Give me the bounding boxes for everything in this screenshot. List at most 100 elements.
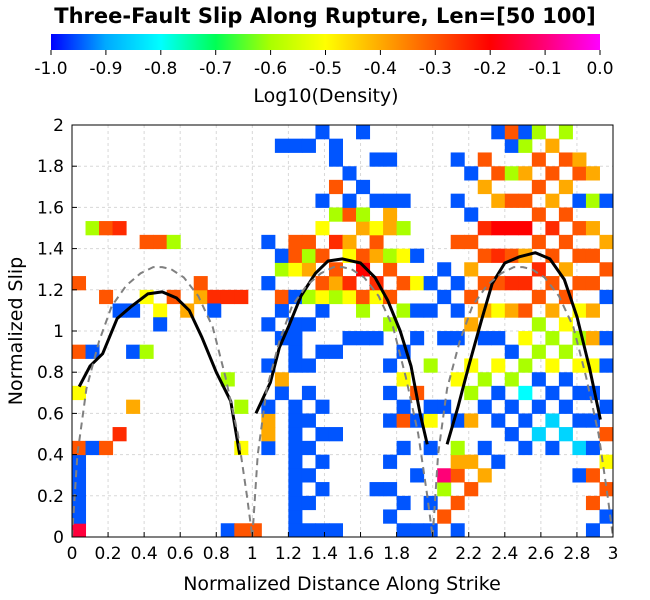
heatmap-cell xyxy=(545,413,560,428)
heatmap-cell xyxy=(356,179,371,195)
heatmap-cell xyxy=(288,262,303,277)
x-tick-label: 0.6 xyxy=(167,544,194,564)
heatmap-cell xyxy=(504,193,519,208)
heatmap-cell xyxy=(220,289,235,305)
heatmap-cell xyxy=(450,152,465,167)
heatmap-cell xyxy=(153,303,168,318)
heatmap-cell xyxy=(288,468,303,483)
heatmap-cell xyxy=(410,523,425,537)
heatmap-cell xyxy=(342,193,357,208)
y-tick-label: 1.4 xyxy=(37,240,64,260)
heatmap-cell xyxy=(99,221,114,236)
heatmap-cell xyxy=(356,221,371,236)
heatmap-cell xyxy=(477,179,492,195)
heatmap-cell xyxy=(437,509,452,524)
heatmap-cell xyxy=(504,276,519,291)
heatmap-cell xyxy=(491,221,506,236)
heatmap-cell xyxy=(558,262,573,277)
heatmap-cell xyxy=(599,262,613,277)
heatmap-cell xyxy=(301,317,316,332)
heatmap-cell xyxy=(545,440,560,456)
heatmap-cell xyxy=(464,166,479,181)
x-tick-label: 2.6 xyxy=(527,544,554,564)
heatmap-cell xyxy=(464,385,479,401)
x-tick-label: 2 xyxy=(427,544,438,564)
heatmap-cell xyxy=(410,248,425,263)
heatmap-cell xyxy=(437,289,452,305)
y-tick-label: 0.2 xyxy=(37,487,64,507)
heatmap-cell xyxy=(518,221,533,236)
heatmap-cell xyxy=(585,276,600,291)
heatmap-cell xyxy=(504,372,519,387)
heatmap-cell xyxy=(518,138,533,153)
heatmap-cell xyxy=(477,276,492,291)
x-axis-label: Normalized Distance Along Strike xyxy=(183,573,501,595)
heatmap-cell xyxy=(288,248,303,263)
heatmap-cell xyxy=(518,331,533,346)
heatmap-cell xyxy=(288,427,303,442)
heatmap-cell xyxy=(531,152,546,167)
heatmap-cell xyxy=(504,344,519,359)
heatmap-cell xyxy=(531,344,546,359)
heatmap-cell xyxy=(383,207,398,222)
heatmap-cell xyxy=(328,344,343,359)
heatmap-cell xyxy=(396,372,411,387)
heatmap-cell xyxy=(518,413,533,428)
heatmap-cell xyxy=(545,303,560,318)
heatmap-cell xyxy=(585,331,600,346)
heatmap-cell xyxy=(545,358,560,373)
heatmap-cell xyxy=(585,413,600,428)
heatmap-cell xyxy=(477,440,492,456)
heatmap-cell xyxy=(342,166,357,181)
heatmap-cell xyxy=(450,276,465,291)
heatmap-cell xyxy=(450,468,465,483)
x-tick-label: 1.8 xyxy=(383,544,410,564)
heatmap-cell xyxy=(315,303,330,318)
heatmap-cell xyxy=(545,276,560,291)
heatmap-cell xyxy=(207,289,222,305)
heatmap-cell xyxy=(558,179,573,195)
heatmap-cell xyxy=(477,399,492,414)
heatmap-cell xyxy=(396,303,411,318)
heatmap-cell xyxy=(531,399,546,414)
colorbar-tick-label: -0.4 xyxy=(364,59,397,79)
heatmap-cell xyxy=(572,152,587,167)
heatmap-cell xyxy=(572,193,587,208)
heatmap-cell xyxy=(599,331,613,346)
heatmap-cell xyxy=(504,399,519,414)
heatmap-cell xyxy=(477,331,492,346)
y-tick-label: 0.6 xyxy=(37,404,64,424)
heatmap-cell xyxy=(356,125,371,140)
heatmap-cell xyxy=(112,221,127,236)
y-tick-label: 2 xyxy=(53,116,64,136)
heatmap-cell xyxy=(450,372,465,387)
heatmap-cell xyxy=(437,399,452,414)
x-tick-label: 1.6 xyxy=(347,544,374,564)
heatmap-cell xyxy=(558,427,573,442)
heatmap-cell xyxy=(383,358,398,373)
heatmap-cell xyxy=(301,248,316,263)
heatmap-cell xyxy=(288,495,303,511)
heatmap-cell xyxy=(572,248,587,263)
heatmap-cell xyxy=(261,234,276,250)
heatmap-cell xyxy=(423,303,438,318)
heatmap-cell xyxy=(491,303,506,318)
heatmap-cell xyxy=(585,495,600,511)
colorbar xyxy=(51,34,600,50)
colorbar-tick-label: -0.5 xyxy=(309,59,342,79)
heatmap-cell xyxy=(261,317,276,332)
heatmap-cell xyxy=(450,234,465,250)
x-tick-label: 2.4 xyxy=(491,544,518,564)
heatmap-cell xyxy=(491,248,506,263)
heatmap-cell xyxy=(342,234,357,250)
chart-title: Three-Fault Slip Along Rupture, Len=[50 … xyxy=(54,4,595,28)
heatmap-cell xyxy=(572,166,587,181)
heatmap-cell xyxy=(328,138,343,153)
heatmap-cell xyxy=(423,358,438,373)
heatmap-cell xyxy=(477,248,492,263)
heatmap-cell xyxy=(85,221,100,236)
heatmap-cell xyxy=(315,221,330,236)
colorbar-ticks: -1.0 -0.9 -0.8 -0.7 -0.6 -0.5 -0.4 -0.3 -0.2 -0.1… xyxy=(34,50,614,79)
heatmap-cell xyxy=(72,495,87,511)
heatmap-cell xyxy=(342,276,357,291)
